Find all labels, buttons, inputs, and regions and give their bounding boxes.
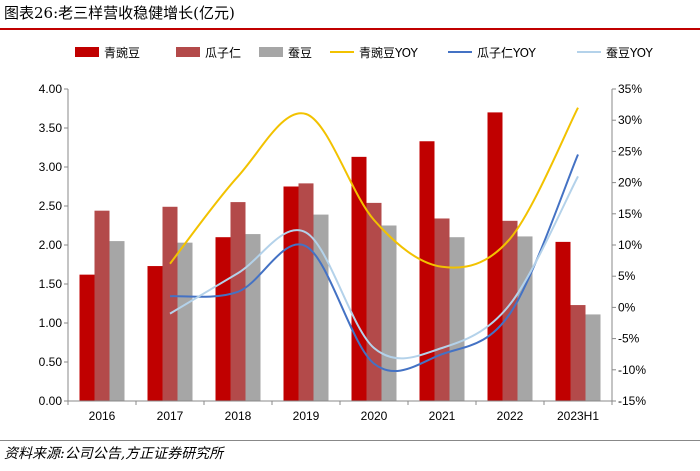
bar-2-2018 [230, 202, 246, 401]
x-tick-label: 2022 [497, 409, 524, 423]
y-right-tick-label: 15% [618, 207, 642, 221]
bar-2-2021 [434, 218, 450, 401]
bar-1-2020 [351, 156, 367, 401]
bar-3-2022 [517, 236, 533, 401]
bar-1-2017 [147, 266, 163, 401]
bar-1-2018 [215, 237, 231, 401]
bar-group [79, 112, 601, 402]
y-right-tick-label: 20% [618, 176, 642, 190]
title-divider [0, 28, 700, 30]
chart-axes: 0.00 0.50 1.00 1.50 2.00 2.50 3.00 3.50 4.00 -15%… [39, 82, 647, 423]
bar-1-2019 [283, 186, 299, 401]
x-tick-label: 2018 [225, 409, 252, 423]
legend-label: 蚕豆 [288, 46, 312, 60]
bar-3-2019 [313, 214, 329, 401]
y-left-tick-label: 0.00 [39, 394, 63, 408]
line-group [169, 107, 579, 373]
bar-3-2016 [109, 241, 125, 401]
legend-swatch [176, 47, 200, 57]
bar-3-2018 [245, 234, 261, 401]
source-note: 资料来源:公司公告,方正证券研究所 [4, 446, 224, 462]
line-series-1 [169, 107, 579, 269]
x-tick-label: 2023H1 [557, 409, 599, 423]
x-tick-label: 2020 [361, 409, 388, 423]
legend-label: 瓜子仁 [205, 46, 241, 60]
legend-label: 蚕豆YOY [606, 46, 653, 60]
bar-2-2019 [298, 183, 314, 401]
y-right-tick-label: 0% [618, 300, 636, 314]
y-right-tick-label: -5% [618, 332, 640, 346]
y-right-tick-label: 5% [618, 269, 636, 283]
y-left-tick-label: 3.00 [39, 160, 63, 174]
y-right-tick-label: 25% [618, 144, 642, 158]
legend-label: 青豌豆 [104, 45, 140, 60]
bar-1-2023H1 [555, 241, 571, 401]
source-divider [0, 440, 700, 441]
x-tick-label: 2016 [89, 409, 116, 423]
y-right-tick-label: 10% [618, 238, 642, 252]
y-left-tick-label: 0.50 [39, 355, 63, 369]
legend-swatch [259, 47, 283, 57]
y-right-tick-label: -10% [618, 363, 646, 377]
bar-3-2023H1 [585, 314, 601, 401]
bar-1-2016 [79, 274, 95, 401]
bar-2-2020 [366, 202, 382, 401]
bar-2-2022 [502, 220, 518, 401]
y-left-tick-label: 2.50 [39, 199, 63, 213]
y-right-tick-label: 35% [618, 82, 642, 96]
line-series-2 [169, 154, 579, 373]
legend-swatch [75, 47, 99, 57]
combo-chart: 青豌豆 瓜子仁 蚕豆 青豌豆YOY 瓜子仁YOY 蚕豆YOY 0.00 0.50 1.00 1.… [39, 45, 654, 423]
bar-3-2017 [177, 242, 193, 401]
chart-title: 图表26:老三样营收稳健增长(亿元) [4, 4, 235, 22]
x-tick-label: 2017 [157, 409, 184, 423]
bar-2-2017 [162, 206, 178, 401]
bar-3-2020 [381, 225, 397, 401]
legend-label: 青豌豆YOY [359, 45, 418, 60]
y-right-tick-label: 30% [618, 113, 642, 127]
y-left-tick-label: 1.00 [39, 316, 63, 330]
bar-3-2021 [449, 237, 465, 401]
y-left-tick-label: 1.50 [39, 277, 63, 291]
chart-legend: 青豌豆 瓜子仁 蚕豆 青豌豆YOY 瓜子仁YOY 蚕豆YOY [75, 45, 653, 60]
bar-1-2021 [419, 141, 435, 401]
x-tick-label: 2021 [429, 409, 456, 423]
line-series-3 [169, 175, 579, 360]
bar-2-2023H1 [570, 305, 586, 401]
legend-label: 瓜子仁YOY [477, 46, 536, 60]
y-left-tick-label: 2.00 [39, 238, 63, 252]
y-left-tick-label: 3.50 [39, 121, 63, 135]
x-tick-label: 2019 [293, 409, 320, 423]
y-left-tick-label: 4.00 [39, 82, 63, 96]
y-right-tick-label: -15% [618, 394, 646, 408]
bar-2-2016 [94, 210, 110, 401]
